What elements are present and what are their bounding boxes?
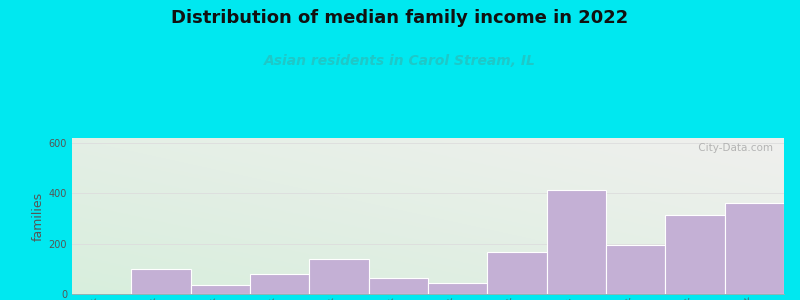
Y-axis label: families: families (31, 191, 45, 241)
Bar (131, 269, 190, 294)
Bar (606, 245, 666, 294)
Bar (546, 190, 606, 294)
Bar (666, 215, 725, 294)
Bar (190, 285, 250, 294)
Text: Distribution of median family income in 2022: Distribution of median family income in … (171, 9, 629, 27)
Bar (250, 274, 310, 294)
Bar (725, 203, 784, 294)
Bar (487, 253, 546, 294)
Text: Asian residents in Carol Stream, IL: Asian residents in Carol Stream, IL (264, 54, 536, 68)
Bar (428, 283, 487, 294)
Text: City-Data.com: City-Data.com (695, 143, 774, 153)
Bar (310, 259, 369, 294)
Bar (369, 278, 428, 294)
